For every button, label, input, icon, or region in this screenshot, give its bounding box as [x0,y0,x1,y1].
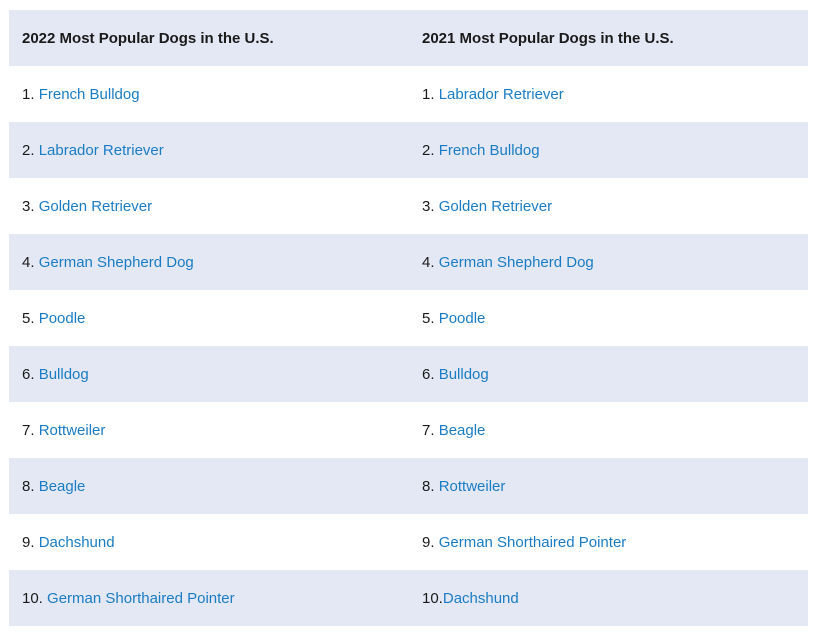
rank-number: 7. [22,421,39,439]
breed-link[interactable]: German Shorthaired Pointer [47,589,235,607]
popular-dogs-table: 2022 Most Popular Dogs in the U.S. 2021 … [9,10,808,626]
rank-number: 8. [422,477,439,495]
breed-link[interactable]: Bulldog [38,365,89,383]
rank-number: 7. [422,421,439,439]
popular-dogs-table-container: 2022 Most Popular Dogs in the U.S. 2021 … [9,10,808,626]
table-row: 2. Labrador Retriever 2. French Bulldog [9,122,808,178]
table-row: 5. Poodle 5. Poodle [9,290,808,346]
table-row: 7. Rottweiler 7. Beagle [9,402,808,458]
breed-link[interactable]: Bulldog [438,365,489,383]
header-2022: 2022 Most Popular Dogs in the U.S. [9,10,409,66]
rank-cell-2022: 10. German Shorthaired Pointer [9,570,409,626]
rank-cell-2022: 8. Beagle [9,458,409,514]
rank-number: 5. [22,309,39,327]
rank-number: 10. [22,589,48,607]
rank-number: 8. [22,477,39,495]
table-row: 3. Golden Retriever 3. Golden Retriever [9,178,808,234]
rank-number: 9. [22,533,39,551]
rank-number: 1. [22,85,39,103]
header-2021: 2021 Most Popular Dogs in the U.S. [409,10,808,66]
breed-link[interactable]: German Shepherd Dog [38,253,194,271]
breed-link[interactable]: Poodle [38,309,86,327]
rank-cell-2021: 5. Poodle [409,290,808,346]
rank-cell-2021: 10.Dachshund [409,570,808,626]
table-body: 1. French Bulldog 1. Labrador Retriever 2.… [9,66,808,626]
rank-number: 2. [422,141,439,159]
rank-cell-2022: 4. German Shepherd Dog [9,234,409,290]
rank-number: 4. [22,253,39,271]
rank-number: 3. [22,197,39,215]
rank-cell-2021: 6. Bulldog [409,346,808,402]
rank-cell-2021: 7. Beagle [409,402,808,458]
table-row: 1. French Bulldog 1. Labrador Retriever [9,66,808,122]
rank-cell-2021: 4. German Shepherd Dog [409,234,808,290]
rank-cell-2021: 1. Labrador Retriever [409,66,808,122]
rank-number: 1. [422,85,439,103]
table-row: 4. German Shepherd Dog 4. German Shepherd… [9,234,808,290]
rank-number: 2. [22,141,39,159]
breed-link[interactable]: French Bulldog [438,141,540,159]
rank-cell-2021: 8. Rottweiler [409,458,808,514]
breed-link[interactable]: German Shorthaired Pointer [438,533,627,551]
table-row: 6. Bulldog 6. Bulldog [9,346,808,402]
breed-link[interactable]: Golden Retriever [438,197,553,215]
breed-link[interactable]: German Shepherd Dog [438,253,594,271]
rank-cell-2022: 9. Dachshund [9,514,409,570]
breed-link[interactable]: Beagle [38,477,86,495]
rank-cell-2021: 3. Golden Retriever [409,178,808,234]
rank-cell-2022: 2. Labrador Retriever [9,122,409,178]
rank-number: 4. [422,253,439,271]
table-row: 8. Beagle 8. Rottweiler [9,458,808,514]
rank-cell-2022: 7. Rottweiler [9,402,409,458]
breed-link[interactable]: Rottweiler [438,477,506,495]
rank-number: 9. [422,533,439,551]
table-row: 10. German Shorthaired Pointer 10.Dachshu… [9,570,808,626]
breed-link[interactable]: Labrador Retriever [438,85,564,103]
rank-number: 10. [422,589,443,607]
rank-cell-2021: 9. German Shorthaired Pointer [409,514,808,570]
breed-link[interactable]: Dachshund [442,589,519,607]
rank-cell-2022: 5. Poodle [9,290,409,346]
breed-link[interactable]: Golden Retriever [38,197,153,215]
header-row: 2022 Most Popular Dogs in the U.S. 2021 … [9,10,808,66]
breed-link[interactable]: Rottweiler [38,421,106,439]
rank-number: 6. [22,365,39,383]
rank-number: 6. [422,365,439,383]
table-header: 2022 Most Popular Dogs in the U.S. 2021 … [9,10,808,66]
breed-link[interactable]: French Bulldog [38,85,140,103]
breed-link[interactable]: Labrador Retriever [38,141,164,159]
rank-cell-2022: 1. French Bulldog [9,66,409,122]
breed-link[interactable]: Poodle [438,309,486,327]
table-row: 9. Dachshund 9. German Shorthaired Pointe… [9,514,808,570]
rank-cell-2022: 3. Golden Retriever [9,178,409,234]
breed-link[interactable]: Beagle [438,421,486,439]
rank-number: 3. [422,197,439,215]
rank-cell-2021: 2. French Bulldog [409,122,808,178]
breed-link[interactable]: Dachshund [38,533,115,551]
rank-cell-2022: 6. Bulldog [9,346,409,402]
rank-number: 5. [422,309,439,327]
